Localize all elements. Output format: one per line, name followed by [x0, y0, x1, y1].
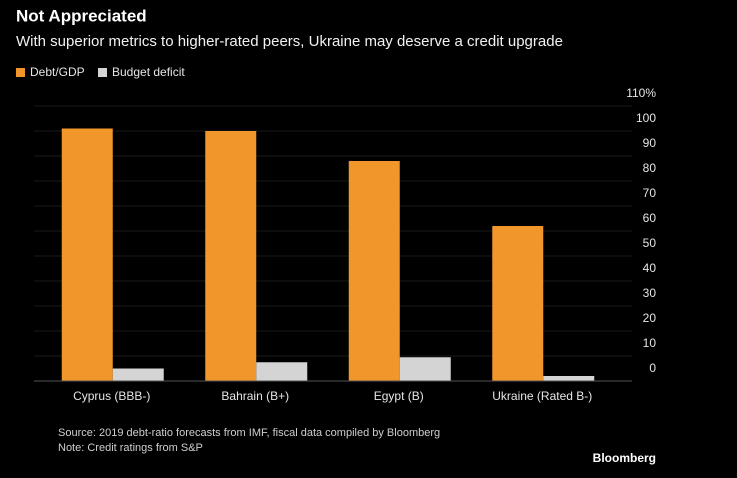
y-tick-label: 100	[636, 111, 656, 125]
legend-swatch	[16, 68, 25, 77]
y-tick-label: 30	[643, 286, 657, 300]
y-tick-label: 110%	[626, 86, 656, 100]
x-tick-label: Bahrain (B+)	[221, 389, 289, 403]
chart-title: Not Appreciated	[16, 6, 147, 25]
chart-subtitle: With superior metrics to higher-rated pe…	[16, 33, 563, 50]
y-tick-label: 70	[643, 186, 657, 200]
bar	[61, 128, 113, 381]
x-tick-label: Ukraine (Rated B-)	[492, 389, 592, 403]
y-tick-label: 90	[643, 136, 657, 150]
x-tick-label: Cyprus (BBB-)	[73, 389, 150, 403]
brand: Bloomberg	[593, 451, 656, 465]
legend-label: Debt/GDP	[30, 65, 85, 79]
rating-note: Note: Credit ratings from S&P	[58, 442, 203, 454]
bar	[492, 226, 544, 381]
bar	[256, 362, 308, 381]
bar	[112, 368, 164, 381]
x-tick-label: Egypt (B)	[374, 389, 424, 403]
legend-swatch	[98, 68, 107, 77]
y-tick-label: 0	[649, 361, 656, 375]
source-note: Source: 2019 debt-ratio forecasts from I…	[58, 427, 440, 439]
bar	[205, 131, 257, 381]
y-tick-label: 50	[643, 236, 657, 250]
y-tick-label: 20	[643, 311, 657, 325]
bar	[348, 161, 400, 381]
y-tick-label: 60	[643, 211, 657, 225]
bar	[543, 376, 595, 381]
y-tick-label: 10	[643, 336, 657, 350]
y-tick-label: 40	[643, 261, 657, 275]
bar	[399, 357, 451, 381]
y-tick-label: 80	[643, 161, 657, 175]
legend-label: Budget deficit	[112, 65, 185, 79]
